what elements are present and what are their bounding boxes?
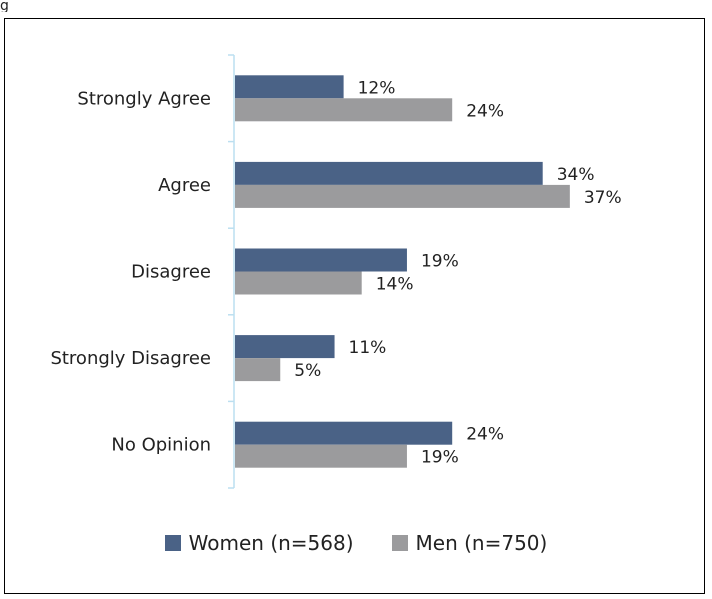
category-label: Strongly Agree bbox=[77, 88, 211, 109]
bar-men bbox=[235, 358, 281, 382]
legend-item-men: Men (n=750) bbox=[391, 531, 548, 555]
data-label: 34% bbox=[557, 165, 595, 185]
bar-men bbox=[235, 184, 570, 208]
data-label: 14% bbox=[376, 275, 414, 295]
category-label: No Opinion bbox=[111, 435, 211, 456]
legend-swatch-women bbox=[164, 535, 181, 551]
bar-men bbox=[235, 98, 453, 122]
data-label: 37% bbox=[584, 188, 622, 208]
bar-men bbox=[235, 271, 362, 295]
legend: Women (n=568) Men (n=750) bbox=[0, 531, 712, 555]
category-label: Strongly Disagree bbox=[50, 348, 211, 369]
bar-women bbox=[235, 75, 344, 99]
bar-women bbox=[235, 248, 407, 272]
data-label: 19% bbox=[421, 252, 459, 272]
legend-label-women: Women (n=568) bbox=[188, 531, 354, 555]
legend-swatch-men bbox=[391, 535, 408, 551]
legend-item-women: Women (n=568) bbox=[164, 531, 354, 555]
bar-women bbox=[235, 421, 453, 445]
bar-men bbox=[235, 444, 407, 468]
data-label: 12% bbox=[358, 78, 396, 98]
bar-women bbox=[235, 161, 543, 185]
data-label: 11% bbox=[349, 338, 387, 358]
category-label: Disagree bbox=[131, 262, 211, 283]
data-label: 24% bbox=[466, 101, 504, 121]
bar-women bbox=[235, 335, 335, 359]
chart-frame bbox=[4, 18, 705, 594]
data-label: 5% bbox=[294, 361, 321, 381]
category-label: Agree bbox=[158, 175, 211, 196]
top-text-fragment: g bbox=[0, 0, 9, 12]
data-label: 19% bbox=[421, 448, 459, 468]
data-label: 24% bbox=[466, 425, 504, 445]
legend-label-men: Men (n=750) bbox=[415, 531, 548, 555]
